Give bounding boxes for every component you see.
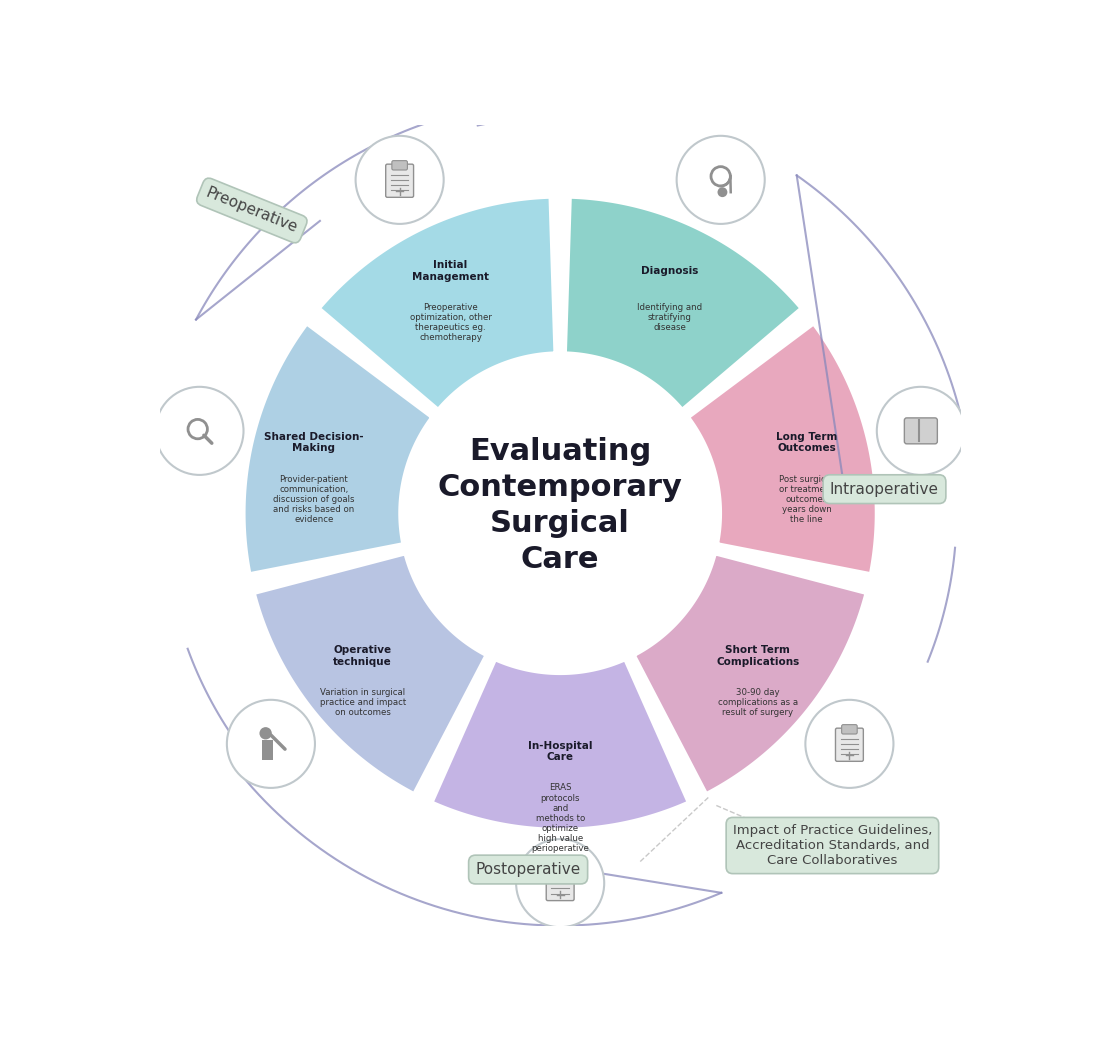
Circle shape — [227, 700, 315, 788]
Text: Variation in surgical
practice and impact
on outcomes: Variation in surgical practice and impac… — [319, 688, 406, 718]
Circle shape — [877, 387, 965, 475]
Polygon shape — [689, 323, 877, 574]
Polygon shape — [634, 553, 866, 794]
Text: Impact of Practice Guidelines,
Accreditation Standards, and
Care Collaboratives: Impact of Practice Guidelines, Accredita… — [732, 824, 932, 867]
Text: Post surgical
or treatment
outcomes
years down
the line: Post surgical or treatment outcomes year… — [779, 474, 834, 524]
Text: Preoperative: Preoperative — [203, 185, 299, 236]
Text: Long Term
Outcomes: Long Term Outcomes — [776, 432, 837, 453]
FancyBboxPatch shape — [546, 867, 574, 901]
Circle shape — [402, 356, 718, 671]
Polygon shape — [255, 553, 486, 794]
Text: Shared Decision-
Making: Shared Decision- Making — [265, 432, 364, 453]
Circle shape — [717, 187, 727, 198]
Circle shape — [806, 700, 893, 788]
Text: 30-90 day
complications as a
result of surgery: 30-90 day complications as a result of s… — [718, 688, 798, 718]
FancyBboxPatch shape — [552, 864, 568, 874]
Text: ERAS
protocols
and
methods to
optimize
high value
perioperative
care: ERAS protocols and methods to optimize h… — [531, 783, 589, 863]
Circle shape — [677, 136, 765, 224]
Text: In-Hospital
Care: In-Hospital Care — [528, 740, 592, 762]
Text: Preoperative
optimization, other
therapeutics eg.
chemotherapy: Preoperative optimization, other therape… — [410, 304, 492, 342]
Circle shape — [155, 387, 244, 475]
Circle shape — [259, 727, 272, 739]
FancyBboxPatch shape — [904, 418, 938, 444]
FancyBboxPatch shape — [386, 164, 413, 198]
Text: Short Term
Complications: Short Term Complications — [716, 646, 799, 667]
Text: Diagnosis: Diagnosis — [642, 266, 698, 277]
Polygon shape — [319, 197, 555, 410]
Polygon shape — [565, 197, 801, 410]
Text: Provider-patient
communication,
discussion of goals
and risks based on
evidence: Provider-patient communication, discussi… — [273, 474, 354, 524]
Polygon shape — [244, 323, 432, 574]
FancyBboxPatch shape — [842, 725, 857, 734]
Text: Postoperative: Postoperative — [475, 862, 580, 877]
FancyBboxPatch shape — [835, 728, 863, 761]
Text: Operative
technique: Operative technique — [333, 646, 392, 667]
Circle shape — [516, 839, 604, 928]
Text: Identifying and
stratifying
disease: Identifying and stratifying disease — [637, 304, 703, 332]
FancyBboxPatch shape — [392, 160, 408, 170]
Text: Initial
Management: Initial Management — [412, 260, 489, 282]
Circle shape — [355, 136, 444, 224]
Text: Evaluating
Contemporary
Surgical
Care: Evaluating Contemporary Surgical Care — [437, 437, 683, 573]
Polygon shape — [432, 659, 689, 830]
Polygon shape — [255, 740, 272, 759]
Text: Intraoperative: Intraoperative — [830, 482, 939, 497]
